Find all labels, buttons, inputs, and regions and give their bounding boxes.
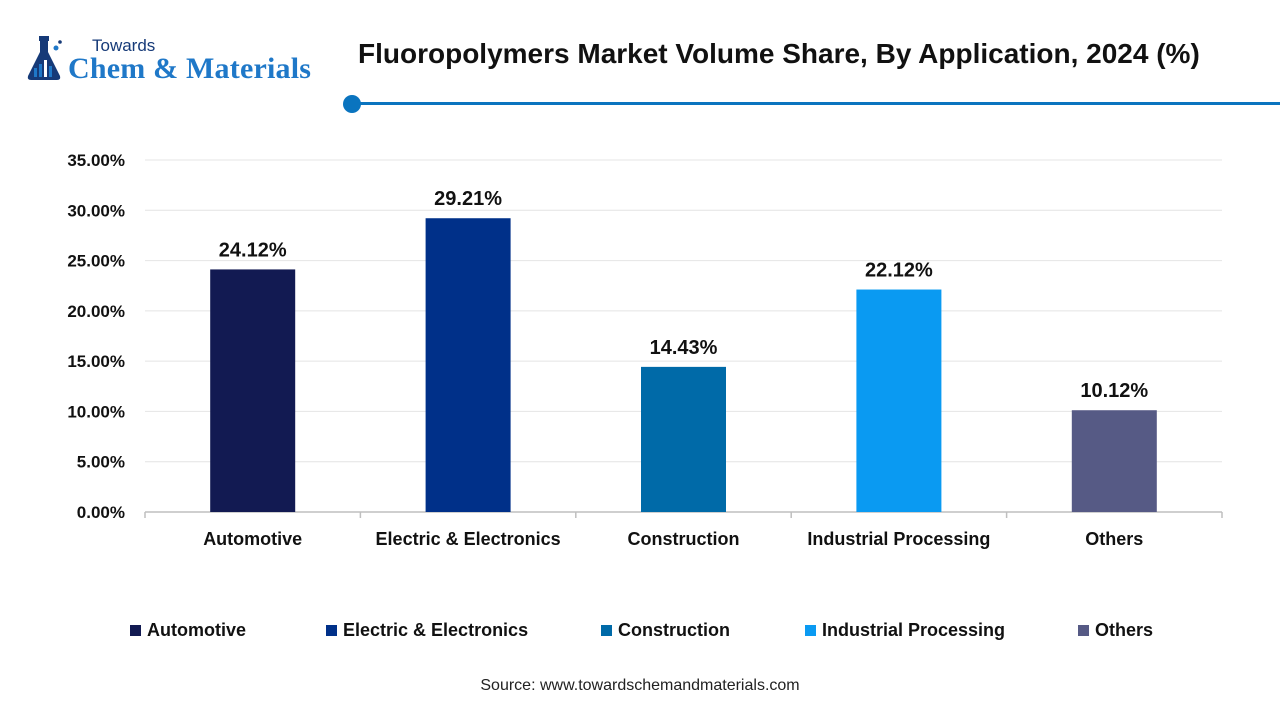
x-tick-label: Automotive — [203, 529, 302, 549]
legend-item: Electric & Electronics — [326, 620, 528, 641]
legend-swatch — [326, 625, 337, 636]
y-tick-label: 5.00% — [77, 453, 125, 472]
y-tick-label: 15.00% — [67, 352, 125, 371]
legend-swatch — [805, 625, 816, 636]
bar-industrial-processing — [856, 289, 942, 512]
logo-main-text: Chem & Materials — [68, 52, 312, 85]
legend-swatch — [1078, 625, 1089, 636]
y-tick-label: 20.00% — [67, 302, 125, 321]
bar-electric-electronics — [425, 218, 511, 513]
data-label: 22.12% — [865, 260, 933, 282]
legend-label: Electric & Electronics — [343, 620, 529, 640]
legend-item: Automotive — [130, 620, 246, 641]
title-underline-bar — [352, 102, 1280, 105]
data-label: 10.12% — [1080, 380, 1148, 402]
legend-label: Others — [1095, 620, 1154, 640]
x-tick-label: Electric & Electronics — [376, 529, 561, 549]
y-tick-label: 10.00% — [67, 402, 125, 421]
x-tick-label: Industrial Processing — [807, 529, 990, 549]
logo-top-text: Towards — [92, 36, 156, 55]
flask-icon — [27, 36, 62, 80]
data-label: 14.43% — [650, 337, 718, 359]
legend-label: Construction — [618, 620, 730, 640]
data-label: 29.21% — [434, 188, 502, 210]
axes — [144, 511, 1223, 518]
legend-label: Industrial Processing — [822, 620, 1006, 640]
bar-others — [1071, 410, 1157, 512]
brand-logo: Towards Chem & Materials — [22, 34, 342, 86]
title-underline — [343, 95, 1280, 113]
y-tick-label: 0.00% — [77, 503, 125, 522]
bar-construction — [641, 366, 726, 512]
legend-item: Others — [1078, 620, 1153, 641]
y-tick-label: 35.00% — [67, 151, 125, 170]
y-tick-label: 30.00% — [67, 201, 125, 220]
title-underline-dot — [343, 95, 361, 113]
bar-automotive — [210, 269, 296, 512]
bars — [210, 218, 1157, 513]
chart-title: Fluoropolymers Market Volume Share, By A… — [358, 38, 1200, 69]
legend-item: Construction — [601, 620, 730, 641]
x-tick-label: Construction — [628, 529, 740, 549]
y-tick-label: 25.00% — [67, 252, 125, 271]
legend-item: Industrial Processing — [805, 620, 1005, 641]
data-label: 24.12% — [219, 239, 287, 261]
legend-swatch — [601, 625, 612, 636]
legend-label: Automotive — [147, 620, 246, 640]
x-tick-label: Others — [1085, 529, 1143, 549]
source-note: Source: www.towardschemandmaterials.com — [480, 677, 800, 694]
labels: 0.00% 5.00% 10.00% 15.00% 20.00% 25.00% 30.00%… — [67, 151, 1148, 549]
chart-legend: Automotive Electric & Electronics Construc… — [0, 620, 1280, 644]
legend-swatch — [130, 625, 141, 636]
